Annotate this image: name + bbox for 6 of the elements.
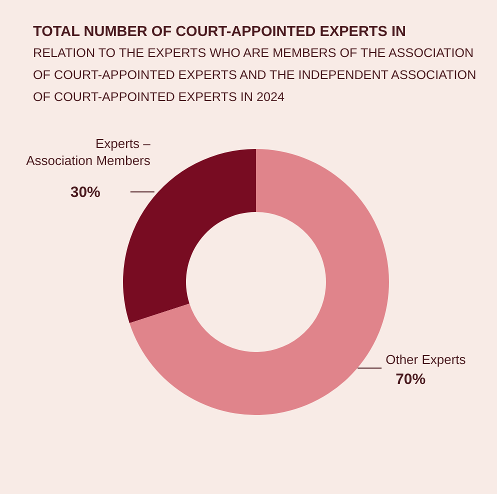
- slice-label: Experts – Association Members: [26, 136, 152, 168]
- chart-title: TOTAL NUMBER OF COURT-APPOINTED EXPERTS IN: [33, 23, 407, 42]
- chart-subtitle: RELATION TO THE EXPERTS WHO ARE MEMBERS OF THE ASSOCIATION OF COURT-APPOINTED EXPERTS AND THE INDEPENDENT ASSOCIATION OF COURT-APPOINTED EXPERTS IN 2024: [33, 45, 478, 106]
- data-label: 70%: [396, 371, 426, 388]
- slice-label: Other Experts: [386, 352, 466, 368]
- data-label: 30%: [70, 184, 100, 201]
